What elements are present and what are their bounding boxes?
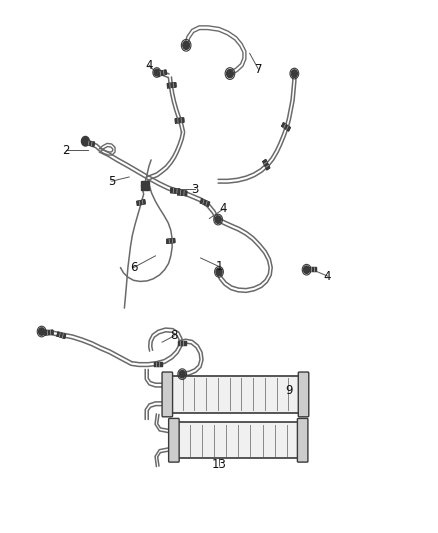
Text: 1: 1 (215, 260, 223, 273)
Text: 9: 9 (285, 384, 293, 397)
Circle shape (179, 370, 185, 378)
Text: 2: 2 (62, 144, 70, 157)
Circle shape (304, 266, 310, 273)
Polygon shape (167, 238, 175, 244)
Polygon shape (170, 188, 180, 193)
Polygon shape (154, 362, 162, 366)
Polygon shape (309, 268, 316, 271)
Circle shape (216, 268, 222, 276)
Circle shape (154, 69, 159, 76)
Polygon shape (137, 200, 145, 205)
Text: 8: 8 (171, 329, 178, 342)
Text: 5: 5 (108, 175, 115, 188)
Circle shape (215, 216, 221, 223)
Text: 7: 7 (254, 63, 262, 76)
Circle shape (291, 70, 297, 77)
FancyBboxPatch shape (297, 418, 308, 462)
Bar (177, 422, 299, 458)
Text: 13: 13 (212, 458, 226, 471)
FancyBboxPatch shape (169, 418, 179, 462)
Polygon shape (178, 341, 186, 345)
Polygon shape (86, 141, 95, 146)
Polygon shape (175, 118, 184, 123)
Polygon shape (45, 330, 53, 335)
Circle shape (81, 136, 89, 146)
Bar (171, 376, 300, 413)
Bar (141, 181, 149, 190)
Text: 6: 6 (130, 261, 138, 274)
Polygon shape (167, 83, 176, 88)
Polygon shape (158, 70, 166, 76)
Polygon shape (263, 159, 270, 170)
Text: 3: 3 (191, 183, 198, 196)
FancyBboxPatch shape (298, 372, 309, 417)
Circle shape (39, 328, 45, 335)
Polygon shape (177, 190, 187, 196)
FancyBboxPatch shape (162, 372, 173, 417)
Text: 4: 4 (324, 270, 332, 282)
Text: 4: 4 (145, 59, 153, 71)
Polygon shape (282, 123, 290, 131)
Circle shape (183, 41, 190, 50)
Circle shape (226, 69, 233, 78)
Polygon shape (201, 199, 209, 206)
Text: 4: 4 (219, 203, 227, 215)
Polygon shape (57, 332, 66, 338)
